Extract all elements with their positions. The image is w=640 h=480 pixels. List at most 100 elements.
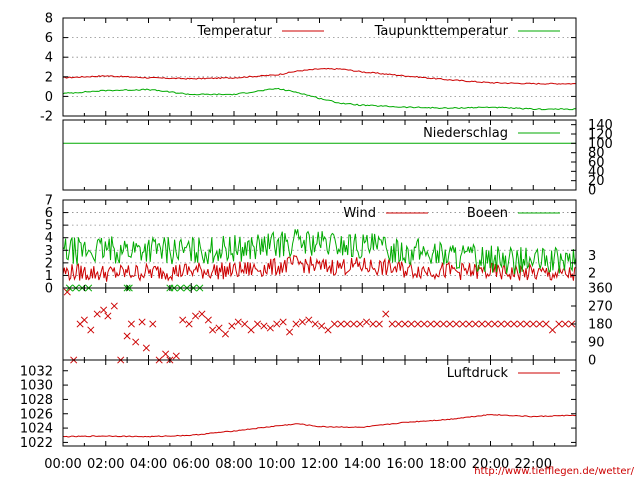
legend-label: Niederschlag — [423, 126, 508, 141]
wind-direction-point — [548, 326, 557, 334]
wind-direction-point — [221, 330, 230, 338]
wind-direction-point — [215, 324, 223, 332]
y-tick-label: 0 — [45, 90, 53, 105]
wind-direction-point — [93, 310, 101, 318]
y-tick-label-right: 120 — [588, 128, 613, 143]
y-tick-label-right: 90 — [588, 336, 605, 351]
wind-direction-point — [536, 320, 544, 328]
wind-direction-point — [452, 320, 460, 328]
wind-direction-point — [542, 320, 550, 328]
wind-direction-point — [286, 328, 294, 336]
y-tick-label: 2 — [45, 256, 53, 271]
y-tick-label: -2 — [40, 110, 53, 125]
wind-direction-point — [318, 322, 326, 330]
wind-direction-point — [298, 318, 306, 326]
wind-direction-point — [241, 320, 249, 328]
credit-url: http://www.tiefflegen.de/wetter/ — [474, 466, 634, 477]
wind-direction-point — [555, 320, 563, 328]
wind-direction-point — [172, 352, 180, 360]
y-tick-label: 7 — [45, 194, 53, 209]
y-tick-label: 1028 — [20, 393, 53, 408]
wind-direction-point — [420, 320, 428, 328]
wind-direction-point — [382, 310, 390, 318]
wind-direction-point — [491, 320, 499, 328]
wind-direction-point — [123, 332, 131, 340]
y-tick-label: 1030 — [20, 379, 53, 394]
wind-direction-point — [104, 312, 112, 320]
series-line-boeen — [62, 229, 577, 275]
x-tick-label: 06:00 — [173, 457, 210, 472]
y-tick-label-right: 140 — [588, 118, 613, 133]
series-line-taupunkttemperatur — [62, 87, 577, 111]
y-tick-label: 2 — [45, 70, 53, 85]
y-tick-label: 1 — [45, 269, 53, 284]
wind-direction-point — [198, 310, 206, 318]
y-tick-label-right: 60 — [588, 156, 605, 171]
wind-direction-point — [185, 320, 193, 328]
y-tick-label: 1032 — [20, 364, 53, 379]
wind-direction-point — [311, 320, 319, 328]
legend-label: Luftdruck — [447, 366, 509, 381]
x-tick-label: 14:00 — [344, 457, 381, 472]
y-tick-label-right: 0 — [588, 354, 596, 369]
wind-direction-point — [247, 326, 255, 334]
wind-direction-point — [523, 320, 531, 328]
y-tick-label: 6 — [45, 31, 53, 46]
wind-direction-point — [127, 320, 135, 328]
wind-direction-point — [529, 320, 537, 328]
y-tick-label-right: 20 — [588, 174, 605, 189]
x-tick-label: 02:00 — [87, 457, 124, 472]
wind-direction-point — [343, 320, 351, 328]
y-tick-label: 4 — [45, 51, 53, 66]
y-tick-label-right: 100 — [588, 137, 613, 152]
legend-label: Temperatur — [196, 24, 272, 39]
wind-direction-point — [337, 320, 345, 328]
wind-direction-point — [179, 316, 187, 324]
y-tick-label-right: 2 — [588, 266, 596, 281]
wind-direction-point — [273, 320, 281, 328]
wind-direction-point — [279, 318, 287, 326]
x-tick-label: 00:00 — [44, 457, 81, 472]
wind-direction-point — [266, 324, 274, 332]
wind-direction-point — [484, 320, 492, 328]
x-tick-label: 08:00 — [215, 457, 252, 472]
wind-direction-point — [465, 320, 473, 328]
wind-direction-point — [110, 302, 118, 310]
y-tick-label: 1026 — [20, 407, 53, 422]
wind-direction-point — [516, 320, 524, 328]
wind-direction-point — [471, 320, 480, 328]
x-tick-label: 10:00 — [258, 457, 295, 472]
wind-direction-point — [459, 320, 467, 328]
y-tick-label: 3 — [45, 244, 53, 259]
wind-direction-point — [510, 320, 518, 328]
wind-direction-point — [80, 316, 88, 324]
y-tick-label: 1022 — [20, 436, 53, 451]
y-tick-label: 6 — [45, 206, 53, 221]
wind-direction-point — [209, 326, 217, 334]
x-tick-label: 18:00 — [429, 457, 466, 472]
y-tick-label: 5 — [45, 219, 53, 234]
wind-direction-point — [142, 344, 150, 352]
wind-direction-point — [132, 338, 140, 346]
wind-direction-point — [369, 320, 377, 328]
wind-direction-point — [87, 326, 95, 334]
wind-direction-point — [330, 320, 339, 328]
wind-direction-point — [433, 320, 441, 328]
wind-direction-point — [191, 312, 200, 320]
wind-direction-point — [427, 320, 435, 328]
wind-direction-point — [100, 306, 108, 314]
wind-direction-point — [478, 320, 486, 328]
legend-label: Boeen — [467, 206, 508, 221]
y-tick-label-right: 360 — [588, 282, 613, 297]
wind-direction-point — [414, 320, 422, 328]
wind-direction-point — [305, 316, 313, 324]
x-tick-label: 16:00 — [386, 457, 423, 472]
series-line-wind — [62, 254, 577, 282]
wind-direction-point — [375, 320, 383, 328]
legend-label: Taupunkttemperatur — [374, 24, 509, 39]
wind-direction-point — [204, 316, 212, 324]
x-tick-label: 12:00 — [301, 457, 338, 472]
y-tick-label-right: 40 — [588, 165, 605, 180]
wind-direction-point — [162, 350, 170, 358]
